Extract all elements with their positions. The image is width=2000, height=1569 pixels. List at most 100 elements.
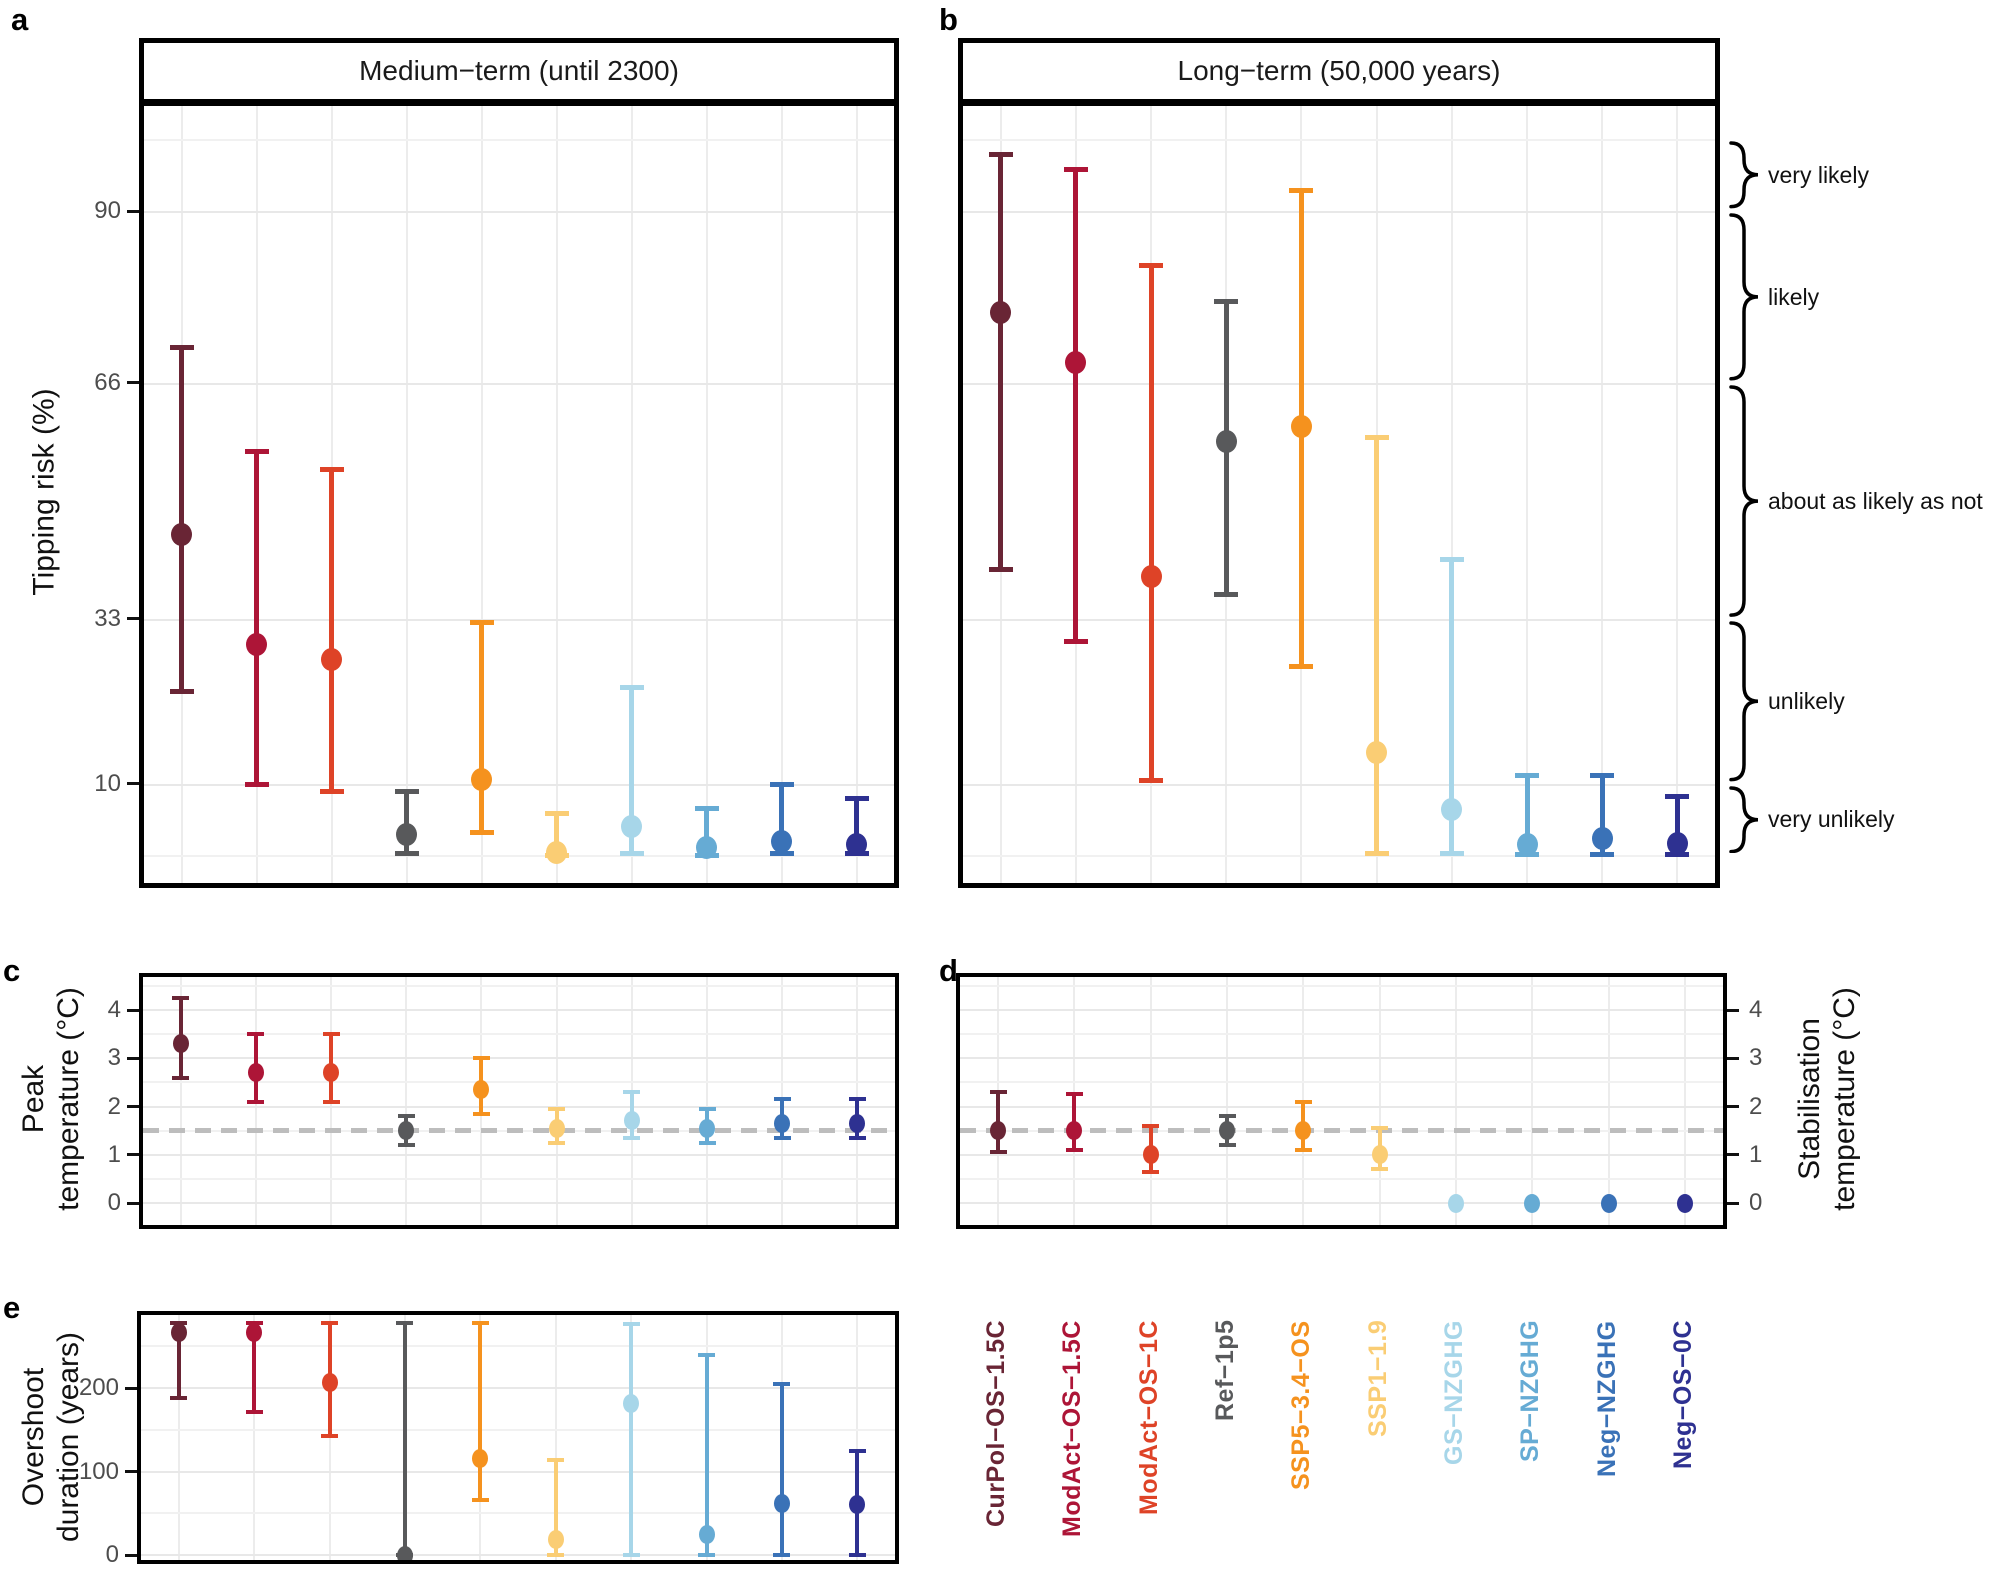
errorbar-cap-low-GS−NZGHG bbox=[623, 1135, 641, 1140]
errorbar-cap-high-ModAct−OS−1C bbox=[321, 1320, 338, 1325]
likelihood-brace-icon bbox=[1727, 785, 1761, 854]
point-ModAct−OS−1C bbox=[323, 1063, 339, 1083]
point-SSP1−1.9 bbox=[548, 1118, 565, 1138]
errorbar-line-ModAct−OS−1C bbox=[1148, 265, 1154, 781]
errorbar-cap-low-SSP1−1.9 bbox=[548, 1140, 566, 1145]
gridline-horizontal-major bbox=[963, 211, 1715, 213]
errorbar-cap-high-Neg−NZGHG bbox=[1590, 772, 1615, 778]
gridline-horizontal-minor bbox=[143, 1033, 895, 1036]
gridline-horizontal-minor bbox=[141, 1512, 895, 1515]
point-ModAct−OS−1.5C bbox=[1065, 350, 1087, 374]
errorbar-cap-high-Ref−1p5 bbox=[397, 1114, 415, 1119]
gridline-horizontal-minor bbox=[141, 1345, 895, 1348]
axis-tick-mark bbox=[127, 1153, 139, 1157]
errorbar-cap-low-SSP5−3.4−OS bbox=[471, 1497, 489, 1502]
errorbar-cap-high-Neg−OS−0C bbox=[848, 1097, 866, 1102]
errorbar-line-ModAct−OS−1.5C bbox=[254, 451, 259, 785]
errorbar-cap-high-SSP1−1.9 bbox=[548, 1106, 566, 1111]
axis-tick-mark bbox=[1727, 1056, 1739, 1060]
errorbar-cap-high-SSP5−3.4−OS bbox=[469, 619, 494, 625]
errorbar-cap-low-SSP1−1.9 bbox=[1371, 1167, 1389, 1172]
errorbar-line-Ref−1p5 bbox=[404, 791, 409, 854]
errorbar-cap-low-CurPol−OS−1.5C bbox=[170, 1396, 188, 1401]
gridline-vertical bbox=[855, 106, 858, 883]
likelihood-brace-icon bbox=[1727, 213, 1761, 381]
point-ModAct−OS−1C bbox=[321, 647, 342, 671]
errorbar-cap-high-ModAct−OS−1C bbox=[1142, 1123, 1160, 1128]
errorbar-line-ModAct−OS−1.5C bbox=[1073, 169, 1079, 642]
axis-tick-label: 2 bbox=[107, 1092, 121, 1120]
likelihood-brace-icon bbox=[1727, 385, 1761, 617]
point-SP−NZGHG bbox=[699, 1118, 715, 1138]
errorbar-line-ModAct−OS−1.5C bbox=[252, 1322, 257, 1413]
legend-label-GS−NZGHG: GS−NZGHG bbox=[1439, 1320, 1468, 1465]
panel-b-title-strip: Long−term (50,000 years) bbox=[963, 43, 1715, 106]
axis-tick-label: 4 bbox=[107, 996, 121, 1023]
gridline-vertical bbox=[1526, 106, 1528, 883]
errorbar-cap-low-CurPol−OS−1.5C bbox=[172, 1075, 190, 1080]
gridline-horizontal-minor bbox=[960, 1081, 1723, 1084]
gridline-vertical bbox=[1454, 977, 1457, 1225]
axis-tick-mark bbox=[127, 1201, 139, 1205]
point-GS−NZGHG bbox=[621, 814, 642, 838]
errorbar-line-SP−NZGHG bbox=[704, 808, 709, 856]
point-SP−NZGHG bbox=[1524, 1193, 1541, 1213]
y-axis-title-tipping-risk-text: Tipping risk (%) bbox=[27, 388, 61, 596]
errorbar-line-SP−NZGHG bbox=[704, 1354, 709, 1555]
errorbar-cap-low-SP−NZGHG bbox=[698, 1140, 716, 1145]
errorbar-cap-high-Neg−OS−0C bbox=[848, 1448, 866, 1453]
gridline-vertical bbox=[856, 1315, 859, 1560]
axis-tick-mark bbox=[127, 1105, 139, 1108]
point-SSP1−1.9 bbox=[546, 840, 567, 864]
errorbar-cap-low-SSP5−3.4−OS bbox=[1289, 663, 1314, 669]
panel-b-box: Long−term (50,000 years) bbox=[958, 38, 1720, 888]
point-GS−NZGHG bbox=[623, 1111, 640, 1131]
gridline-vertical bbox=[555, 106, 558, 883]
errorbar-line-SSP1−1.9 bbox=[553, 1459, 558, 1555]
errorbar-cap-low-ModAct−OS−1C bbox=[1139, 778, 1163, 784]
point-Ref−1p5 bbox=[396, 823, 417, 847]
gridline-horizontal-major bbox=[143, 1202, 895, 1204]
errorbar-line-CurPol−OS−1.5C bbox=[998, 154, 1004, 570]
gridline-vertical bbox=[630, 106, 633, 883]
panel-c-box bbox=[139, 973, 899, 1229]
stabilisation-temperature-line2: temperature (°C) bbox=[1828, 987, 1861, 1211]
axis-tick-mark bbox=[1727, 1153, 1739, 1157]
point-ModAct−OS−1.5C bbox=[246, 633, 267, 657]
point-GS−NZGHG bbox=[1441, 798, 1463, 822]
legend-label-Neg−OS−0C: Neg−OS−0C bbox=[1668, 1320, 1697, 1470]
errorbar-cap-low-ModAct−OS−1.5C bbox=[1065, 1147, 1083, 1152]
gridline-horizontal-major bbox=[960, 1009, 1723, 1011]
overshoot-duration-line2: duration (years) bbox=[52, 1331, 85, 1543]
point-SP−NZGHG bbox=[696, 835, 717, 859]
point-Neg−OS−0C bbox=[849, 1494, 866, 1514]
errorbar-cap-high-SSP5−3.4−OS bbox=[472, 1056, 490, 1061]
errorbar-cap-low-SSP5−3.4−OS bbox=[472, 1111, 490, 1116]
errorbar-cap-low-SSP5−3.4−OS bbox=[469, 829, 494, 835]
axis-tick-label: 1 bbox=[1749, 1140, 1763, 1168]
panel-e-box bbox=[137, 1311, 899, 1564]
errorbar-cap-high-CurPol−OS−1.5C bbox=[172, 995, 190, 1000]
errorbar-cap-low-GS−NZGHG bbox=[622, 1553, 640, 1557]
errorbar-line-Neg−OS−0C bbox=[1674, 796, 1680, 855]
errorbar-cap-low-SSP1−1.9 bbox=[1364, 850, 1389, 856]
errorbar-cap-low-Neg−OS−0C bbox=[848, 1553, 866, 1557]
point-Ref−1p5 bbox=[396, 1545, 413, 1560]
gridline-vertical bbox=[405, 977, 408, 1225]
axis-tick-mark bbox=[127, 617, 139, 621]
panel-d-box bbox=[956, 973, 1727, 1229]
panel-letter-b: b bbox=[939, 2, 958, 37]
errorbar-cap-high-GS−NZGHG bbox=[619, 685, 644, 691]
errorbar-cap-low-ModAct−OS−1C bbox=[319, 789, 344, 795]
panel-b-title: Long−term (50,000 years) bbox=[1177, 55, 1501, 86]
point-SSP5−3.4−OS bbox=[1295, 1121, 1312, 1141]
gridline-vertical bbox=[705, 106, 708, 883]
gridline-horizontal-major bbox=[960, 1057, 1723, 1060]
gridline-horizontal-major bbox=[141, 1387, 895, 1389]
y-axis-title-overshoot-duration: Overshoot duration (years) bbox=[16, 1332, 86, 1542]
errorbar-line-Neg−OS−0C bbox=[854, 798, 859, 854]
point-ModAct−OS−1C bbox=[321, 1373, 338, 1393]
errorbar-cap-low-ModAct−OS−1.5C bbox=[244, 782, 269, 787]
errorbar-cap-high-CurPol−OS−1.5C bbox=[170, 1320, 188, 1325]
